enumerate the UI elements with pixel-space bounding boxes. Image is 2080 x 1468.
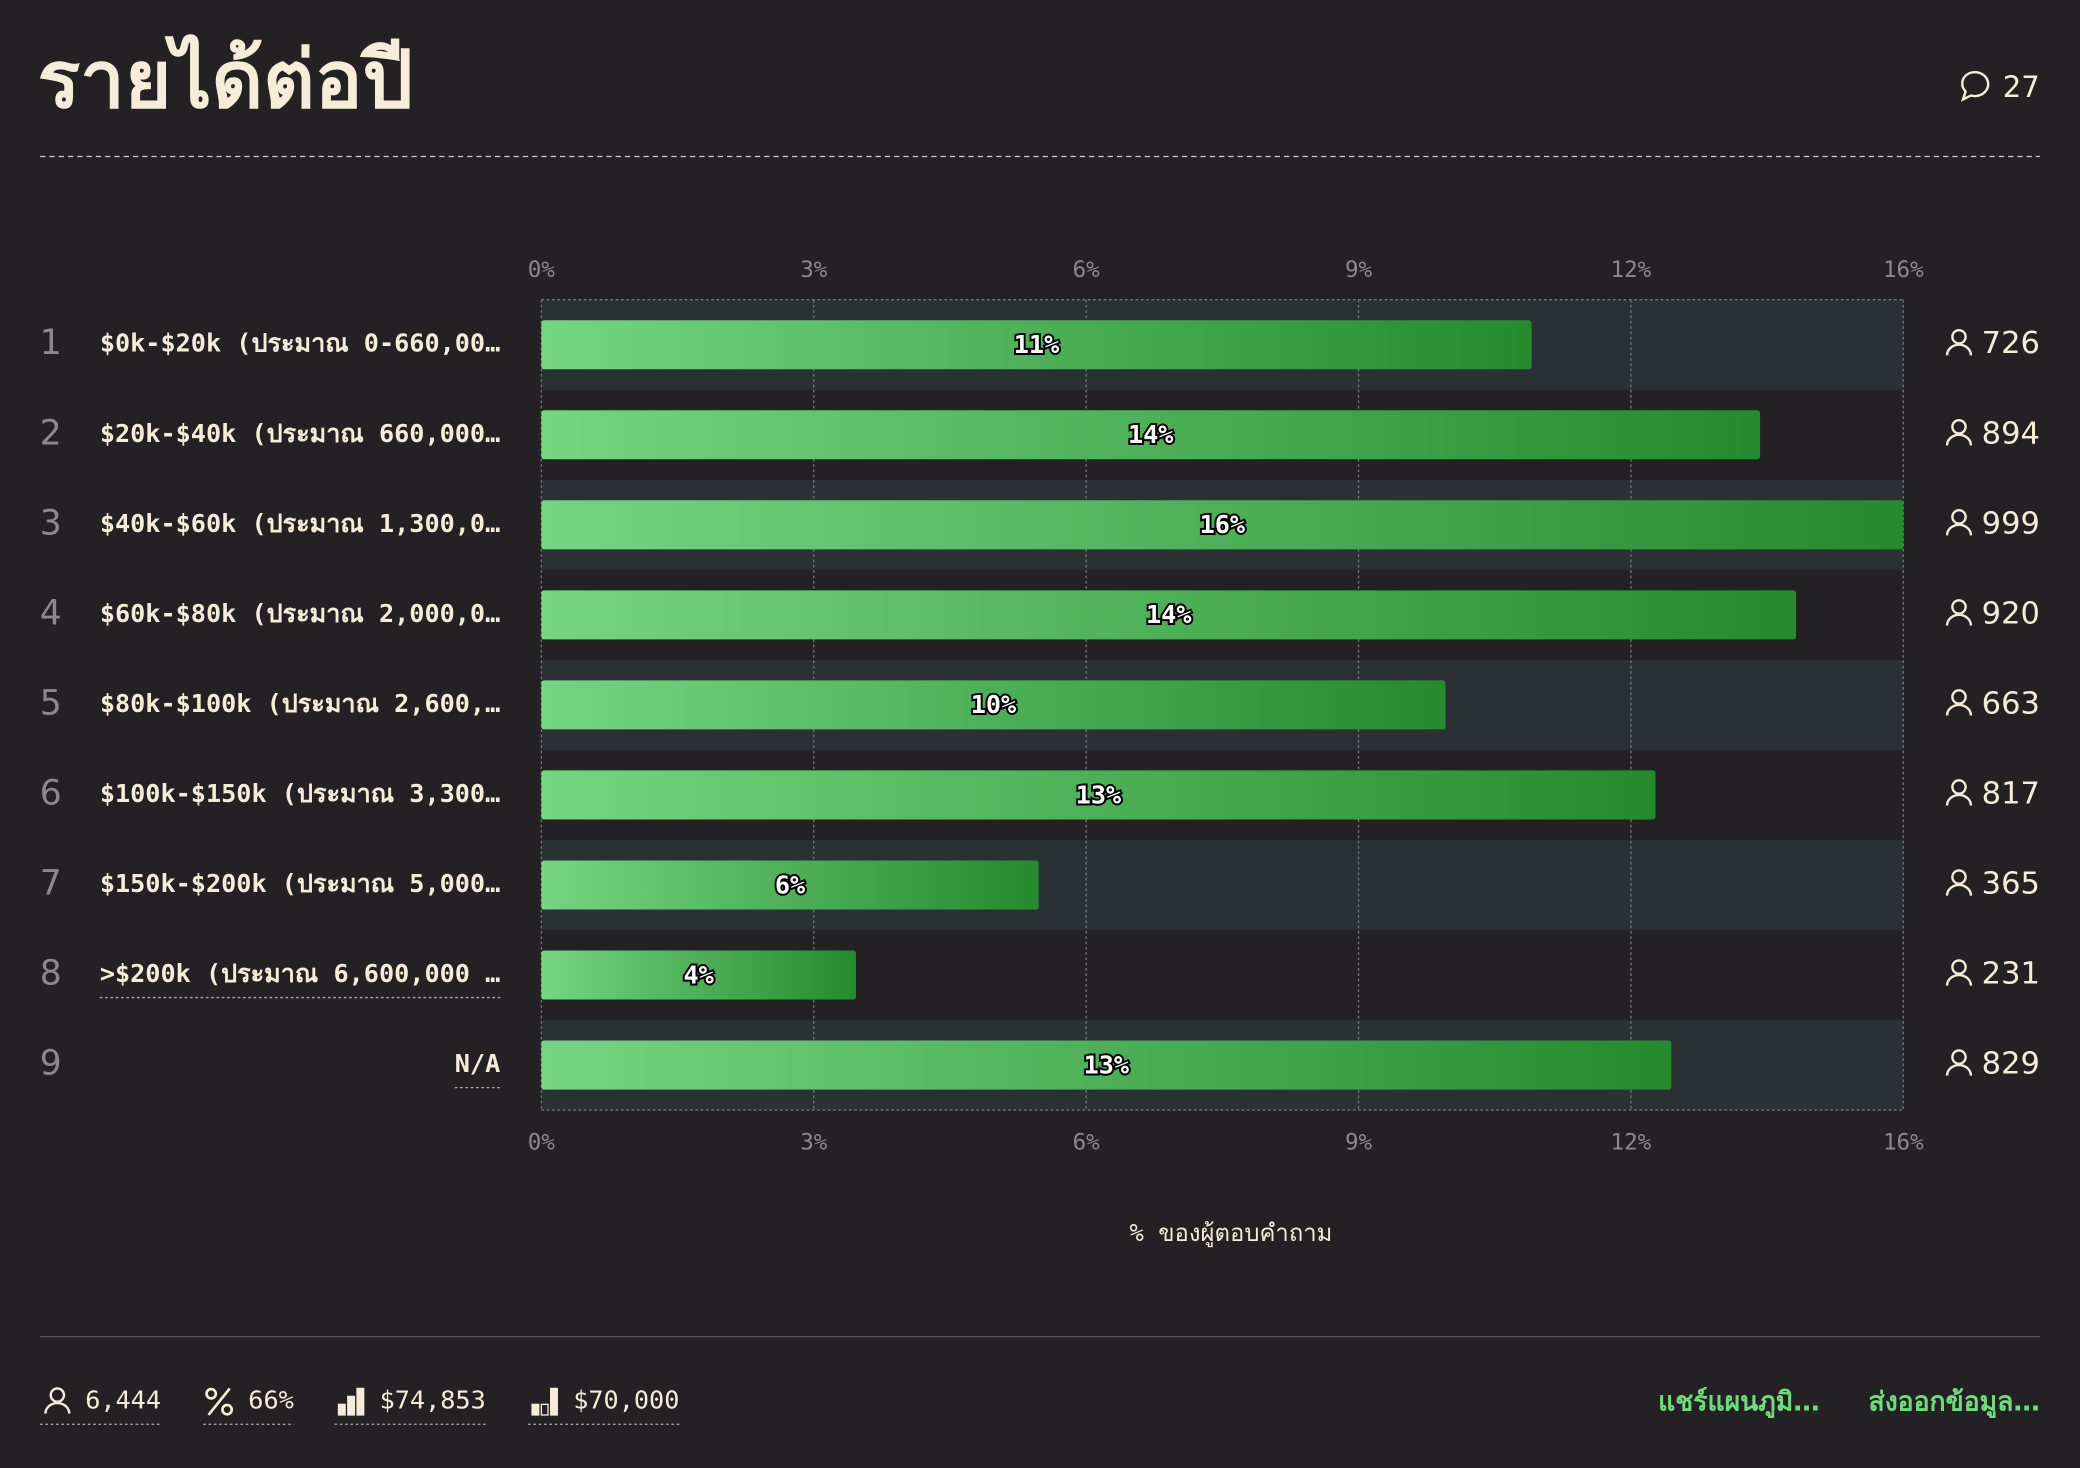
respondent-count: 231 — [1982, 957, 2040, 992]
person-icon — [1951, 959, 1967, 975]
rank: 5 — [40, 683, 62, 723]
bar — [541, 590, 1797, 640]
person-icon — [1951, 509, 1967, 525]
stat-icon — [337, 1403, 346, 1416]
person-icon — [1945, 883, 1973, 896]
rank: 6 — [40, 773, 62, 813]
bar-value-label: 4% — [683, 960, 713, 989]
person-icon — [1951, 1049, 1967, 1065]
respondent-count: 726 — [1982, 326, 2040, 361]
x-tick-label: 9% — [1345, 1130, 1373, 1156]
category-label: >$200k (ประมาณ 6,600,000 … — [100, 959, 500, 988]
person-icon — [1951, 328, 1967, 345]
bar — [541, 500, 1904, 550]
person-icon — [1945, 613, 1973, 626]
stat-icon — [347, 1395, 356, 1416]
stat-icon — [531, 1403, 540, 1416]
x-tick-label: 6% — [1073, 1130, 1101, 1156]
stat-icon — [550, 1387, 558, 1416]
comment-count[interactable]: 27 — [2003, 70, 2040, 104]
person-icon — [1945, 343, 1973, 356]
person-icon — [1945, 433, 1973, 446]
respondent-count: 365 — [1982, 866, 2040, 901]
person-icon — [1951, 779, 1967, 795]
person-icon — [1945, 523, 1973, 536]
x-tick-label: 12% — [1611, 1130, 1652, 1156]
person-icon — [1945, 703, 1973, 716]
rank: 3 — [40, 503, 62, 543]
bar-value-label: 13% — [1084, 1050, 1130, 1079]
category-label: $0k-$20k (ประมาณ 0-660,00… — [100, 329, 500, 358]
respondent-count: 999 — [1982, 506, 2040, 541]
person-icon — [1951, 599, 1967, 615]
footer-stat: 6,444 — [85, 1386, 161, 1415]
bar — [541, 950, 856, 1000]
respondent-count: 829 — [1982, 1047, 2040, 1082]
title: รายได้ต่อปี — [37, 33, 413, 126]
rank: 4 — [40, 593, 62, 633]
stat-icon — [49, 1387, 66, 1403]
x-tick-label: 0% — [528, 1130, 556, 1156]
x-tick-label: 6% — [1073, 257, 1101, 283]
bar — [541, 410, 1761, 460]
x-tick-label: 9% — [1345, 257, 1373, 283]
stat-icon — [540, 1403, 549, 1416]
x-tick-label: 3% — [800, 257, 828, 283]
rank: 7 — [40, 863, 62, 903]
footer-stat: $70,000 — [573, 1386, 679, 1415]
bar-value-label: 10% — [971, 690, 1017, 719]
rank: 8 — [40, 954, 62, 994]
x-axis-title: % ของผู้ตอบคำถาม — [1130, 1219, 1333, 1248]
bar-value-label: 11% — [1014, 330, 1060, 359]
x-tick-label: 3% — [800, 1130, 828, 1156]
bar — [541, 680, 1446, 730]
category-label: $60k-$80k (ประมาณ 2,000,0… — [100, 599, 500, 628]
bar-value-label: 13% — [1076, 780, 1122, 809]
comment-icon[interactable] — [1960, 71, 1990, 102]
bar — [541, 1040, 1672, 1090]
category-label: $80k-$100k (ประมาณ 2,600,… — [100, 689, 500, 718]
stat-icon — [356, 1387, 365, 1416]
category-label: $20k-$40k (ประมาณ 660,000… — [100, 419, 500, 448]
footer-stat: 66% — [248, 1386, 294, 1415]
person-icon — [1951, 418, 1967, 435]
rank: 2 — [40, 413, 62, 453]
stat-icon — [221, 1403, 234, 1416]
rank: 9 — [40, 1044, 62, 1084]
person-icon — [1951, 689, 1967, 705]
bar — [541, 320, 1532, 370]
bar-value-label: 16% — [1200, 510, 1246, 539]
bar — [541, 770, 1656, 820]
category-label: $150k-$200k (ประมาณ 5,000… — [100, 869, 500, 898]
rank: 1 — [40, 323, 62, 363]
x-tick-label: 0% — [528, 257, 556, 283]
x-tick-label: 16% — [1883, 257, 1924, 283]
person-icon — [1945, 973, 1973, 986]
respondent-count: 894 — [1982, 416, 2040, 451]
respondent-count: 817 — [1982, 776, 2040, 811]
category-label: $40k-$60k (ประมาณ 1,300,0… — [100, 509, 500, 538]
stat-icon — [207, 1387, 231, 1416]
person-icon — [1945, 1063, 1973, 1076]
x-tick-label: 12% — [1611, 257, 1652, 283]
category-label: N/A — [455, 1049, 501, 1078]
bar-value-label: 14% — [1146, 600, 1192, 629]
share-chart[interactable]: แชร์แผนภูมิ… — [1658, 1387, 1820, 1419]
respondent-count: 920 — [1982, 596, 2040, 631]
bar — [541, 860, 1039, 910]
stat-icon — [205, 1387, 218, 1400]
x-tick-label: 16% — [1883, 1130, 1924, 1156]
stat-icon — [44, 1401, 71, 1414]
person-icon — [1945, 793, 1973, 806]
footer-stat: $74,853 — [380, 1386, 486, 1415]
person-icon — [1951, 869, 1967, 885]
export-data[interactable]: ส่งออกข้อมูล… — [1869, 1387, 2040, 1419]
bar-value-label: 14% — [1128, 420, 1174, 449]
respondent-count: 663 — [1982, 686, 2040, 721]
category-label: $100k-$150k (ประมาณ 3,300… — [100, 779, 500, 808]
bar-value-label: 6% — [775, 870, 805, 899]
